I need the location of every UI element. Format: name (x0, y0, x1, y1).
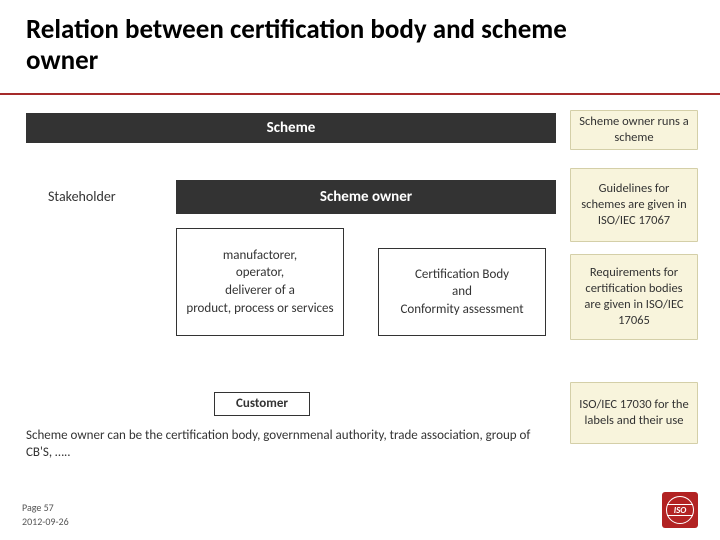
note-requirements-17065: Requirements for certification bodies ar… (570, 254, 698, 340)
note-labels-17030: ISO/IEC 17030 for the labels and their u… (570, 382, 698, 444)
title-underline (0, 93, 720, 95)
scheme-owner-bar: Scheme owner (176, 180, 556, 214)
manufacturer-line: product, process or services (186, 300, 333, 318)
customer-label: Customer (236, 395, 288, 413)
manufacturer-line: deliverer of a (225, 282, 295, 300)
certbody-line: Conformity assessment (400, 301, 523, 319)
stakeholder-label: Stakeholder (48, 188, 116, 205)
manufacturer-line: operator, (236, 264, 284, 282)
scheme-bar: Scheme (26, 113, 556, 143)
manufacturer-box: manufactorer, operator, deliverer of a p… (176, 228, 344, 336)
page-number: Page 57 (22, 501, 54, 514)
iso-logo-text: ISO (666, 496, 694, 524)
iso-logo: ISO (662, 492, 698, 528)
certification-body-box: Certification Body and Conformity assess… (378, 248, 546, 336)
customer-box: Customer (214, 392, 310, 416)
manufacturer-line: manufactorer, (223, 247, 297, 265)
page-title: Relation between certification body and … (26, 14, 586, 76)
certbody-line: and (452, 283, 472, 301)
note-guidelines-17067: Guidelines for schemes are given in ISO/… (570, 168, 698, 242)
certbody-line: Certification Body (415, 266, 509, 284)
page-date: 2012-09-26 (22, 515, 69, 528)
note-scheme-owner-runs: Scheme owner runs a scheme (570, 110, 698, 150)
footnote-text: Scheme owner can be the certification bo… (26, 428, 536, 462)
